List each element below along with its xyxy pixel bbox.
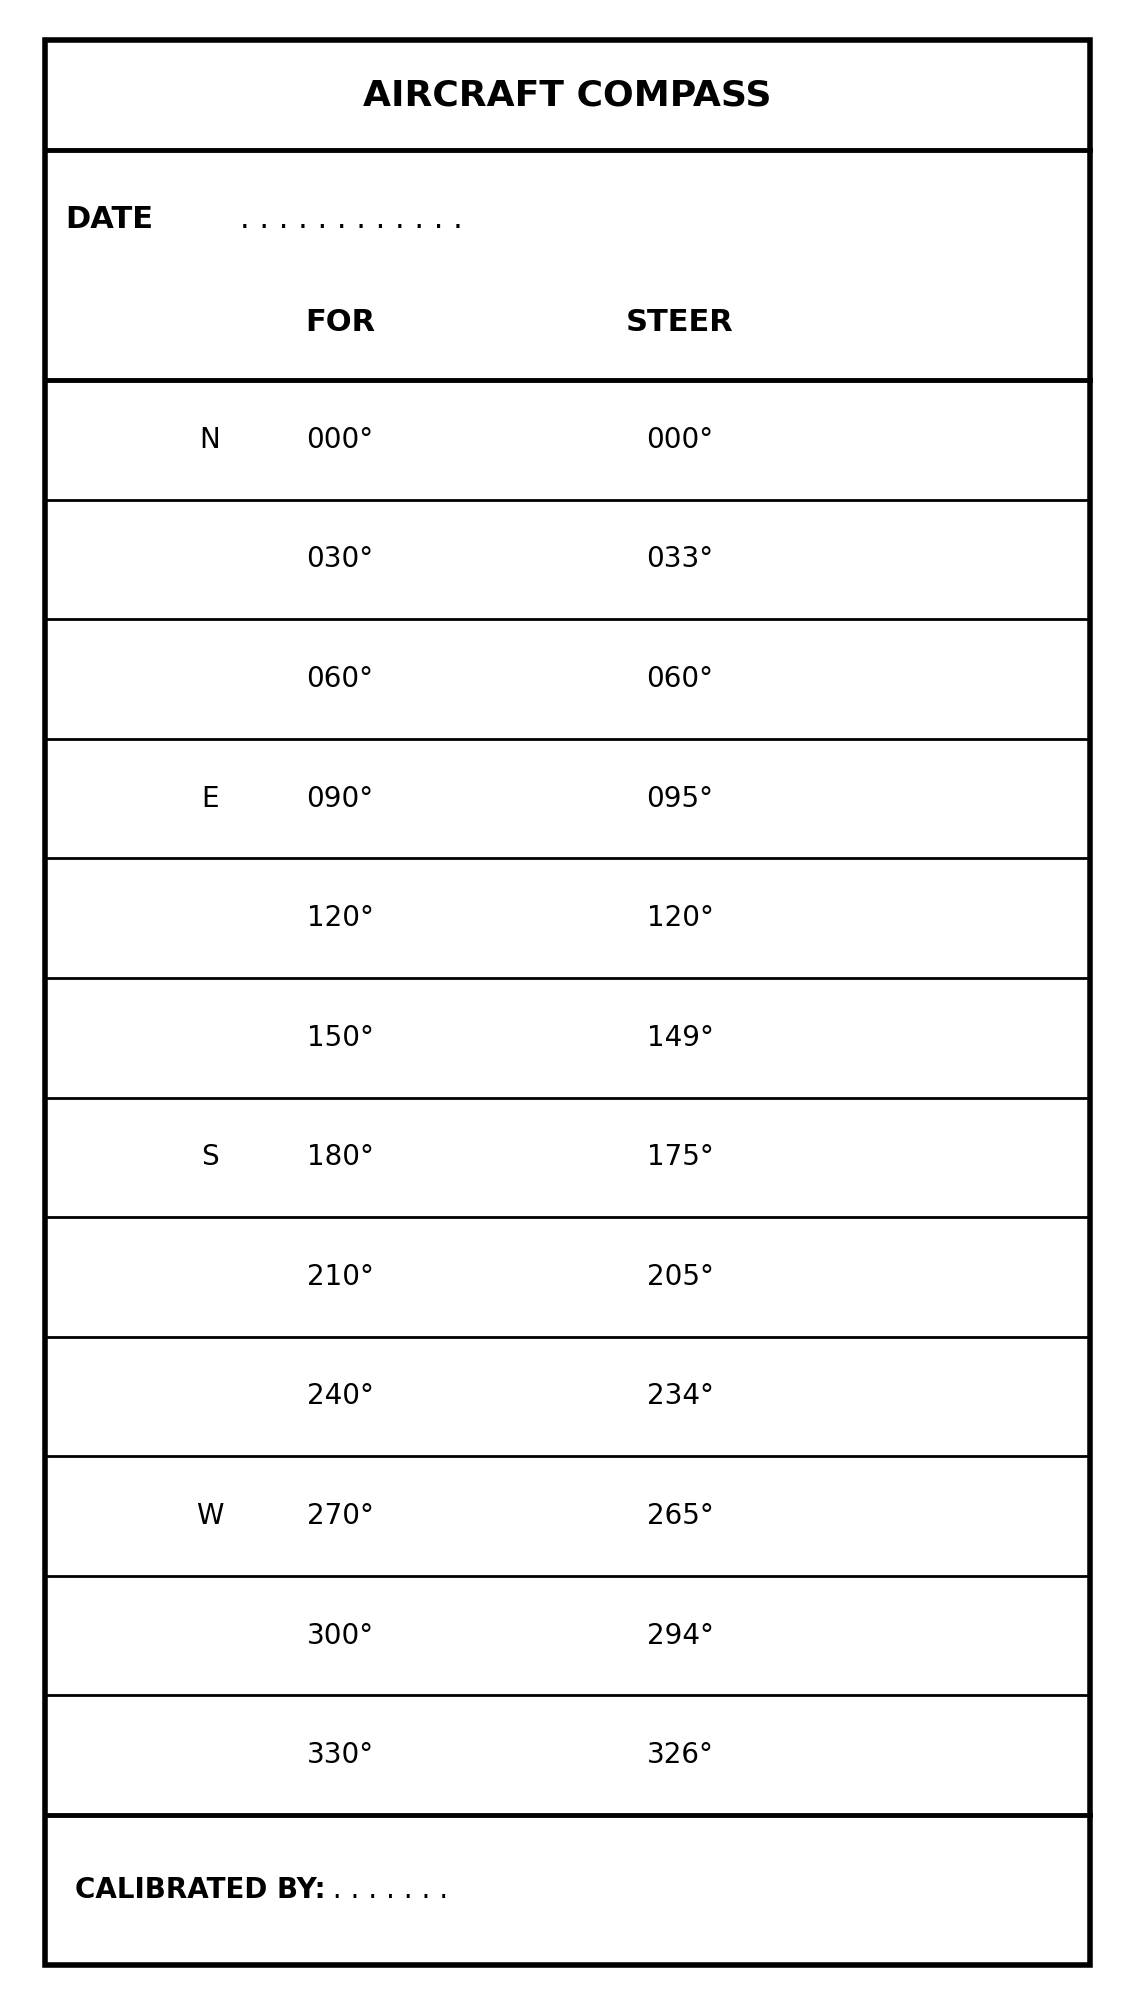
Text: 175°: 175° bbox=[646, 1143, 713, 1171]
Text: 000°: 000° bbox=[307, 425, 374, 453]
Text: 060°: 060° bbox=[307, 666, 374, 694]
Text: S: S bbox=[201, 1143, 219, 1171]
Text: 000°: 000° bbox=[646, 425, 713, 453]
Text: CALIBRATED BY:: CALIBRATED BY: bbox=[75, 1877, 326, 1905]
Text: 265°: 265° bbox=[646, 1502, 713, 1530]
Text: 294°: 294° bbox=[646, 1622, 713, 1650]
Text: 030°: 030° bbox=[307, 545, 374, 573]
Text: STEER: STEER bbox=[626, 309, 734, 337]
Text: 180°: 180° bbox=[307, 1143, 374, 1171]
Text: AIRCRAFT COMPASS: AIRCRAFT COMPASS bbox=[364, 78, 771, 112]
Text: 330°: 330° bbox=[307, 1740, 374, 1768]
Text: W: W bbox=[197, 1502, 224, 1530]
Text: N: N bbox=[200, 425, 220, 453]
Text: 033°: 033° bbox=[646, 545, 713, 573]
Text: E: E bbox=[201, 784, 219, 812]
Text: 090°: 090° bbox=[307, 784, 374, 812]
Text: FOR: FOR bbox=[304, 309, 375, 337]
Text: 270°: 270° bbox=[307, 1502, 374, 1530]
Text: 120°: 120° bbox=[307, 904, 374, 932]
Text: 095°: 095° bbox=[646, 784, 713, 812]
Text: 210°: 210° bbox=[307, 1263, 374, 1291]
Text: 326°: 326° bbox=[646, 1740, 713, 1768]
Text: . . . . . . . . . . . .: . . . . . . . . . . . . bbox=[240, 205, 462, 233]
Text: 120°: 120° bbox=[646, 904, 713, 932]
Text: 300°: 300° bbox=[307, 1622, 374, 1650]
Text: 149°: 149° bbox=[646, 1025, 713, 1053]
Text: 240°: 240° bbox=[307, 1383, 374, 1410]
Text: 150°: 150° bbox=[307, 1025, 374, 1053]
Text: 060°: 060° bbox=[646, 666, 713, 694]
Text: . . . . . . . .: . . . . . . . . bbox=[315, 1877, 448, 1905]
Text: 234°: 234° bbox=[646, 1383, 713, 1410]
Text: 205°: 205° bbox=[646, 1263, 713, 1291]
Text: DATE: DATE bbox=[65, 205, 153, 233]
